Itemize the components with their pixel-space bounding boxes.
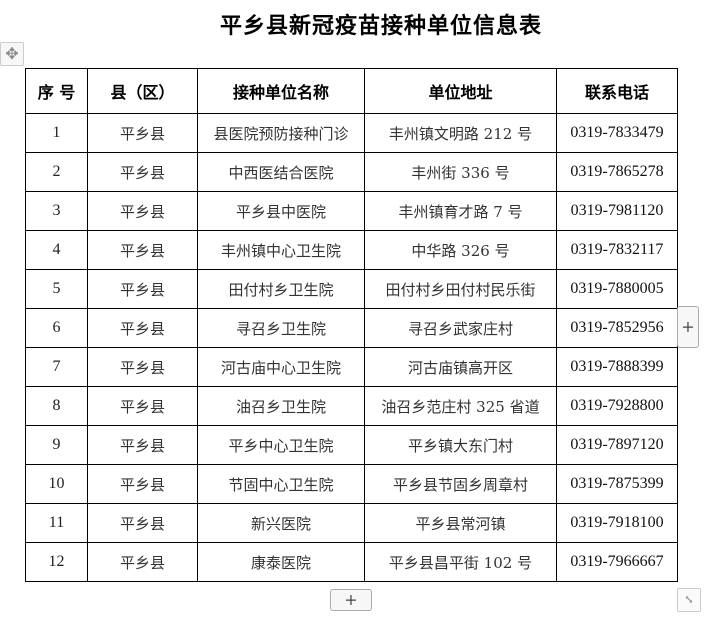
cell-address: 河古庙镇高开区	[364, 347, 557, 387]
header-county: 县（区）	[87, 68, 198, 114]
table-row: 3 平乡县 平乡县中医院 丰州镇育才路 7 号 0319-7981120	[25, 191, 678, 231]
table-row: 5 平乡县 田付村乡卫生院 田付村乡田付村民乐街 0319-7880005	[25, 269, 678, 309]
header-index: 序 号	[25, 68, 88, 114]
vaccination-sites-table: 序 号县（区） 接种单位名称 单位地址 联系电话 1 平乡县 县医院预防接种门诊 丰州镇文明…	[25, 68, 678, 582]
cell-county: 平乡县	[87, 308, 198, 348]
table-resize-handle-icon[interactable]: ⤡	[677, 588, 701, 612]
cell-phone: 0319-7918100	[556, 503, 678, 543]
cell-unit-name: 康泰医院	[197, 542, 365, 582]
cell-index: 6	[25, 308, 88, 348]
cell-address: 丰州镇育才路 7 号	[364, 191, 557, 231]
cell-county: 平乡县	[87, 347, 198, 387]
cell-unit-name: 新兴医院	[197, 503, 365, 543]
cell-county: 平乡县	[87, 269, 198, 309]
cell-phone: 0319-7833479	[556, 113, 678, 153]
cell-address: 平乡县节固乡周章村	[364, 464, 557, 504]
cell-address: 丰州镇文明路 212 号	[364, 113, 557, 153]
add-row-button[interactable]: +	[330, 589, 372, 611]
cell-phone: 0319-7981120	[556, 191, 678, 231]
add-column-button[interactable]: +	[677, 306, 699, 348]
cell-index: 7	[25, 347, 88, 387]
cell-index: 12	[25, 542, 88, 582]
cell-county: 平乡县	[87, 113, 198, 153]
cell-address: 油召乡范庄村 325 省道	[364, 386, 557, 426]
cell-county: 平乡县	[87, 230, 198, 270]
cell-address: 平乡县昌平街 102 号	[364, 542, 557, 582]
cell-index: 9	[25, 425, 88, 465]
table-row: 12 平乡县 康泰医院 平乡县昌平街 102 号 0319-7966667	[25, 542, 678, 582]
document-title: 平乡县新冠疫苗接种单位信息表	[219, 13, 542, 39]
table-row: 8 平乡县 油召乡卫生院 油召乡范庄村 325 省道 0319-7928800	[25, 386, 678, 426]
cell-unit-name: 中西医结合医院	[197, 152, 365, 192]
cell-unit-name: 田付村乡卫生院	[197, 269, 365, 309]
cell-address: 中华路 326 号	[364, 230, 557, 270]
cell-address: 平乡镇大东门村	[364, 425, 557, 465]
cell-county: 平乡县	[87, 503, 198, 543]
cell-index: 8	[25, 386, 88, 426]
cell-address: 田付村乡田付村民乐街	[364, 269, 557, 309]
cell-address: 平乡县常河镇	[364, 503, 557, 543]
table-row: 2 平乡县 中西医结合医院 丰州街 336 号 0319-7865278	[25, 152, 678, 192]
table-row: 4 平乡县 丰州镇中心卫生院 中华路 326 号 0319-7832117	[25, 230, 678, 270]
cell-index: 1	[25, 113, 88, 153]
cell-unit-name: 平乡县中医院	[197, 191, 365, 231]
cell-county: 平乡县	[87, 386, 198, 426]
cell-unit-name: 河古庙中心卫生院	[197, 347, 365, 387]
cell-unit-name: 节固中心卫生院	[197, 464, 365, 504]
cell-unit-name: 平乡中心卫生院	[197, 425, 365, 465]
cell-index: 3	[25, 191, 88, 231]
cell-county: 平乡县	[87, 425, 198, 465]
cell-phone: 0319-7865278	[556, 152, 678, 192]
cell-index: 5	[25, 269, 88, 309]
header-phone: 联系电话	[556, 68, 678, 114]
cell-county: 平乡县	[87, 152, 198, 192]
table-row: 11 平乡县 新兴医院 平乡县常河镇 0319-7918100	[25, 503, 678, 543]
cell-county: 平乡县	[87, 542, 198, 582]
cell-unit-name: 丰州镇中心卫生院	[197, 230, 365, 270]
table-row: 1 平乡县 县医院预防接种门诊 丰州镇文明路 212 号 0319-7833479	[25, 113, 678, 153]
cell-index: 10	[25, 464, 88, 504]
cell-unit-name: 油召乡卫生院	[197, 386, 365, 426]
cell-unit-name: 县医院预防接种门诊	[197, 113, 365, 153]
cell-phone: 0319-7875399	[556, 464, 678, 504]
cell-county: 平乡县	[87, 464, 198, 504]
cell-phone: 0319-7832117	[556, 230, 678, 270]
cell-phone: 0319-7897120	[556, 425, 678, 465]
cell-address: 寻召乡武家庄村	[364, 308, 557, 348]
cell-unit-name: 寻召乡卫生院	[197, 308, 365, 348]
table-row: 10 平乡县 节固中心卫生院 平乡县节固乡周章村 0319-7875399	[25, 464, 678, 504]
table-row: 9 平乡县 平乡中心卫生院 平乡镇大东门村 0319-7897120	[25, 425, 678, 465]
cell-county: 平乡县	[87, 191, 198, 231]
table-move-handle-icon[interactable]: ✥	[0, 42, 24, 66]
cell-phone: 0319-7888399	[556, 347, 678, 387]
cell-phone: 0319-7880005	[556, 269, 678, 309]
cell-index: 4	[25, 230, 88, 270]
table-row: 7 平乡县 河古庙中心卫生院 河古庙镇高开区 0319-7888399	[25, 347, 678, 387]
cell-phone: 0319-7928800	[556, 386, 678, 426]
header-address: 单位地址	[364, 68, 557, 114]
header-row: 序 号县（区） 接种单位名称 单位地址 联系电话	[25, 68, 678, 114]
header-unit-name: 接种单位名称	[197, 68, 365, 114]
cell-address: 丰州街 336 号	[364, 152, 557, 192]
cell-index: 11	[25, 503, 88, 543]
table-row: 6 平乡县 寻召乡卫生院 寻召乡武家庄村 0319-7852956	[25, 308, 678, 348]
cell-phone: 0319-7852956	[556, 308, 678, 348]
cell-index: 2	[25, 152, 88, 192]
cell-phone: 0319-7966667	[556, 542, 678, 582]
